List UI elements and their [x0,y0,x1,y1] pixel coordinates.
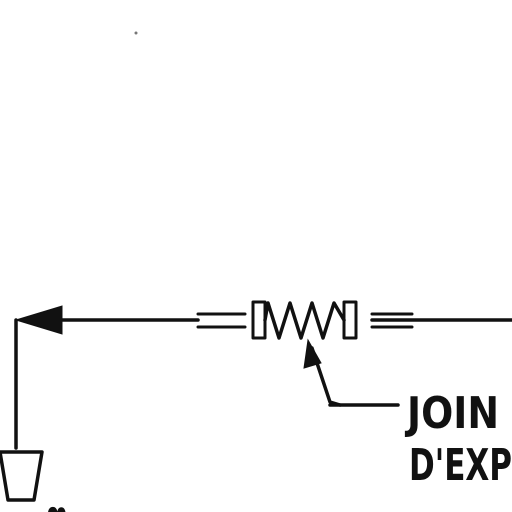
callout-label-line2: D'EXP [409,440,512,491]
flow-arrowhead [14,305,63,335]
callout-leader [303,338,400,407]
expansion-joint-symbol [251,300,358,340]
pipe-break-marks-left [196,312,247,329]
callout-label-line1: JOIN [404,388,499,439]
reducer-fitting [0,450,44,502]
stray-mark [134,31,138,35]
pipe-break-marks-right [370,312,414,329]
pipe-size-label: 8"x0" [42,505,70,512]
